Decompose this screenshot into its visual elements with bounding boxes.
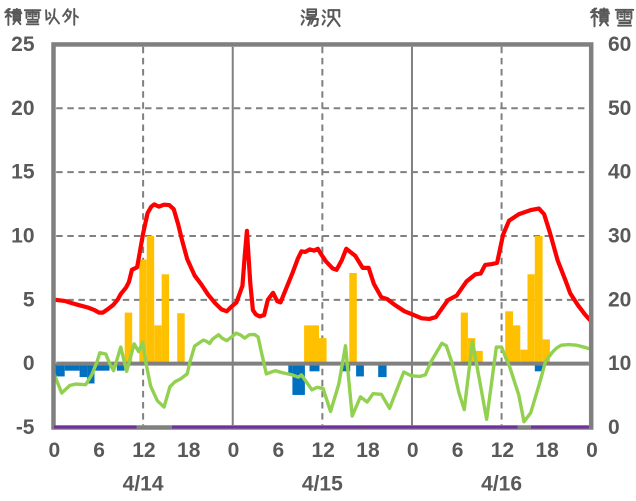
svg-text:12: 12	[132, 439, 155, 462]
svg-text:0: 0	[48, 439, 60, 462]
svg-text:5: 5	[23, 288, 35, 311]
svg-text:0: 0	[228, 439, 240, 462]
svg-text:18: 18	[356, 439, 380, 462]
svg-text:15: 15	[11, 161, 35, 184]
svg-text:0: 0	[407, 439, 419, 462]
svg-text:10: 10	[608, 352, 631, 375]
svg-text:6: 6	[93, 439, 105, 462]
svg-text:-5: -5	[16, 416, 35, 439]
svg-text:4/15: 4/15	[302, 473, 343, 496]
svg-text:50: 50	[608, 97, 631, 120]
svg-text:0: 0	[608, 416, 620, 439]
svg-text:18: 18	[177, 439, 201, 462]
svg-text:0: 0	[23, 352, 35, 375]
svg-text:25: 25	[11, 33, 35, 56]
svg-text:12: 12	[311, 439, 334, 462]
svg-text:60: 60	[608, 33, 631, 56]
svg-text:18: 18	[536, 439, 560, 462]
svg-text:6: 6	[452, 439, 464, 462]
svg-text:20: 20	[608, 288, 631, 311]
svg-text:20: 20	[11, 97, 34, 120]
svg-text:0: 0	[586, 439, 598, 462]
svg-text:10: 10	[11, 224, 34, 247]
svg-text:12: 12	[491, 439, 514, 462]
svg-text:30: 30	[608, 224, 631, 247]
svg-text:6: 6	[272, 439, 284, 462]
svg-text:4/16: 4/16	[481, 473, 522, 496]
svg-text:40: 40	[608, 161, 631, 184]
svg-text:4/14: 4/14	[123, 473, 164, 496]
